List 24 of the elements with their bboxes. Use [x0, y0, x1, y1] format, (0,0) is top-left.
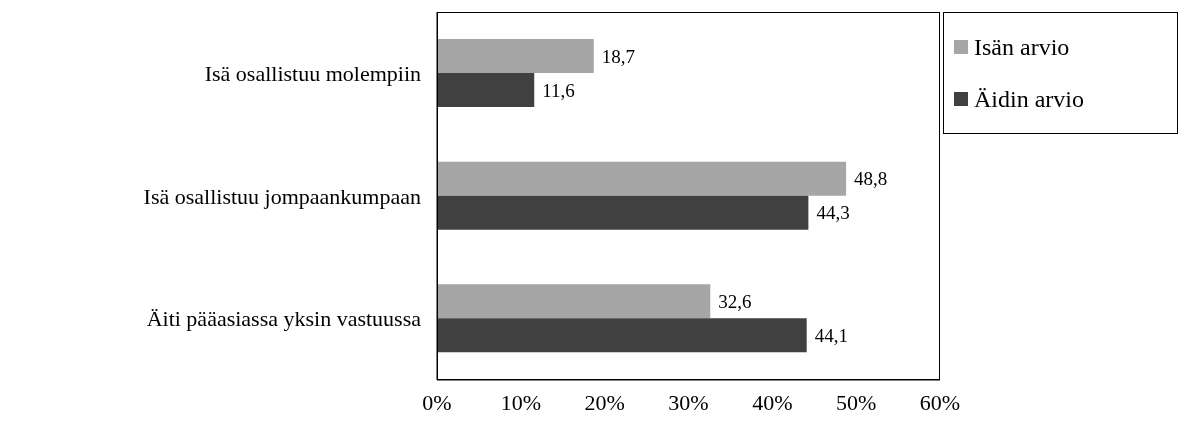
data-label: 44,1 — [814, 325, 848, 347]
x-tick-label: 50% — [836, 389, 877, 415]
data-label: 18,7 — [601, 45, 636, 67]
bar — [437, 195, 809, 230]
data-label: 48,8 — [854, 168, 888, 190]
bar — [437, 284, 711, 319]
x-tick-label: 30% — [668, 389, 709, 415]
x-tick-label: 60% — [919, 389, 961, 415]
x-tick-label: 40% — [752, 389, 793, 415]
x-tick-label: 10% — [500, 389, 541, 415]
y-tick-label: Isä osallistuu molempiin — [204, 61, 421, 87]
data-label: 32,6 — [718, 291, 752, 313]
legend-label: Isän arvio — [974, 33, 1070, 61]
data-label: 11,6 — [542, 79, 575, 101]
x-tick-label: 20% — [584, 389, 625, 415]
bar — [437, 161, 847, 196]
x-tick-label: 0% — [422, 389, 452, 415]
bar — [437, 38, 594, 73]
legend-label: Äidin arvio — [974, 85, 1084, 113]
y-tick-label: Isä osallistuu jompaankumpaan — [143, 183, 421, 209]
data-label: 44,3 — [816, 202, 850, 224]
bar — [437, 318, 807, 353]
bar — [437, 72, 535, 107]
y-tick-label: Äiti pääasiassa yksin vastuussa — [146, 306, 422, 332]
